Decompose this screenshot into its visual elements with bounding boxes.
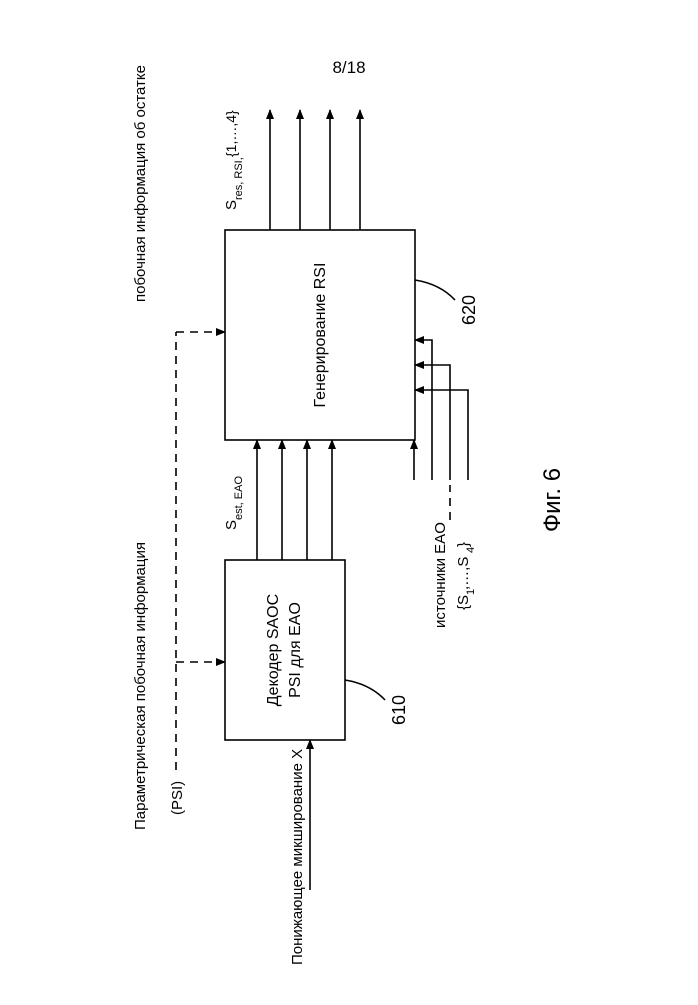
sources-label-group: источники EAO {S 1 ,…,S 4 } <box>432 522 477 628</box>
svg-text:res, RSI,: res, RSI, <box>233 157 245 200</box>
svg-text:,…,S: ,…,S <box>455 557 472 590</box>
page-number: 8/18 <box>0 58 698 78</box>
svg-text:{1,…,4}: {1,…,4} <box>223 110 239 157</box>
svg-text:{S: {S <box>455 595 472 610</box>
svg-text:S: S <box>223 200 240 210</box>
rsi-top-label: побочная информация об остатке <box>132 65 149 302</box>
src-arrow-1 <box>415 390 468 480</box>
src-arrow-3 <box>415 340 432 480</box>
figure-caption: Фиг. 6 <box>539 468 566 532</box>
svg-text:S: S <box>223 520 240 530</box>
diagram: Параметрическая побочная информация (PSI… <box>0 0 698 1000</box>
decoder-line2: PSI для EAO <box>287 602 304 698</box>
rsi-line1: Генерирование RSI <box>312 263 329 408</box>
ref-610-line <box>345 680 385 700</box>
ref-620-line <box>415 280 455 300</box>
s-res-label: S res, RSI, {1,…,4} <box>223 110 245 210</box>
ref-620: 620 <box>459 295 479 325</box>
svg-text:est, EAO: est, EAO <box>233 476 245 520</box>
svg-text:}: } <box>455 542 472 547</box>
s-est-label: S est, EAO <box>223 476 245 530</box>
svg-text:источники EAO: источники EAO <box>432 522 449 628</box>
psi-label: Параметрическая побочная информация <box>132 542 149 830</box>
decoder-box <box>225 560 345 740</box>
decoder-line1: Декодер SAOC <box>265 594 282 706</box>
downmix-label: Понижающее микширование X <box>289 749 306 965</box>
ref-610: 610 <box>389 695 409 725</box>
psi-short-label: (PSI) <box>169 781 186 815</box>
page: 8/18 Параметрическая побочная информация… <box>0 0 698 1000</box>
